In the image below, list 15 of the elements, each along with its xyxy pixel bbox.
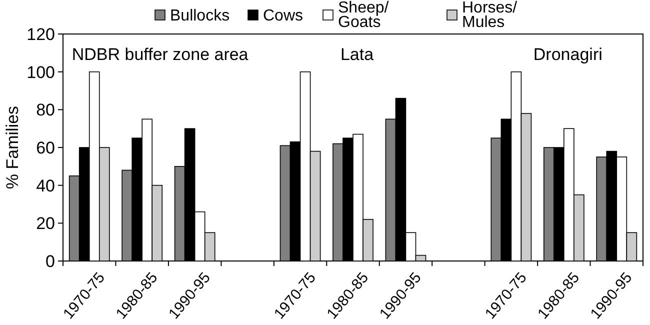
y-axis-title: % Families bbox=[3, 106, 22, 190]
annotation: Lata bbox=[340, 45, 374, 64]
y-tick-label: 20 bbox=[36, 214, 55, 234]
legend-label: Cows bbox=[263, 8, 304, 25]
y-tick-label: 120 bbox=[26, 24, 55, 44]
y-tick-label: 100 bbox=[26, 62, 55, 82]
legend-label: Sheep/Goats bbox=[338, 0, 390, 31]
annotation: NDBR buffer zone area bbox=[72, 45, 249, 64]
y-tick-label: 40 bbox=[36, 176, 55, 196]
legend-label: Horses/Mules bbox=[462, 0, 518, 31]
y-tick-label: 0 bbox=[46, 252, 55, 271]
annotation: Dronagiri bbox=[533, 45, 602, 64]
y-tick-label: 60 bbox=[36, 138, 55, 158]
legend-label: Bullocks bbox=[170, 8, 230, 25]
y-tick-label: 80 bbox=[36, 100, 55, 120]
